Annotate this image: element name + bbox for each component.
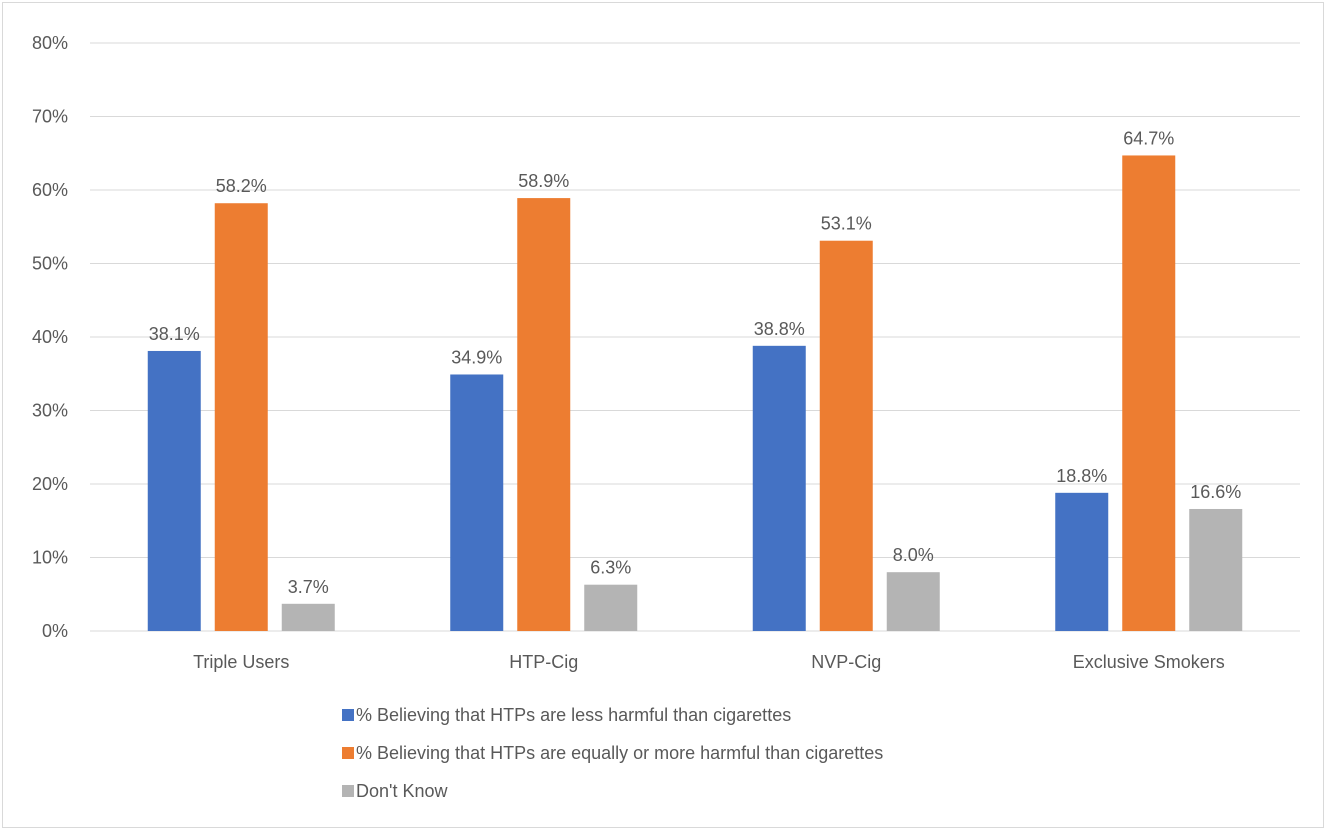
bar [214,203,268,632]
y-tick-label: 20% [32,474,68,494]
category-label: NVP-Cig [811,652,881,672]
bar [1122,155,1176,631]
bar [752,345,806,631]
data-label: 64.7% [1123,128,1174,148]
bar [1055,492,1109,631]
data-label: 6.3% [590,558,631,578]
data-label: 38.8% [754,319,805,339]
data-label: 16.6% [1190,482,1241,502]
category-label: Exclusive Smokers [1073,652,1225,672]
y-axis-ticks: 0% 10% 20% 30% 40% 50% 60% 70% 80% [32,33,68,641]
data-labels: 38.1% 58.2% 3.7% 34.9% 58.9% 6.3% 38.8% 53.1% 8.… [149,128,1242,596]
y-tick-label: 60% [32,180,68,200]
category-label: HTP-Cig [509,652,578,672]
data-label: 3.7% [288,577,329,597]
y-tick-label: 80% [32,33,68,53]
data-label: 58.9% [518,171,569,191]
bars [147,155,1243,632]
gridlines [90,42,1300,632]
bar [819,240,873,631]
legend-label: Don't Know [356,781,448,801]
legend: % Believing that HTPs are less harmful t… [342,705,883,801]
legend-label: % Believing that HTPs are equally or mor… [356,743,883,763]
data-label: 38.1% [149,324,200,344]
y-tick-label: 0% [42,621,68,641]
data-label: 8.0% [893,545,934,565]
bar [1189,508,1243,631]
legend-swatch [342,747,354,759]
y-tick-label: 10% [32,548,68,568]
data-label: 58.2% [216,176,267,196]
data-label: 18.8% [1056,466,1107,486]
x-axis-categories: Triple Users HTP-Cig NVP-Cig Exclusive Smok… [193,652,1225,672]
bar [147,350,201,631]
y-tick-label: 30% [32,401,68,421]
y-tick-label: 50% [32,254,68,274]
bar [886,572,940,631]
bar [281,603,335,631]
y-tick-label: 40% [32,327,68,347]
bar [517,198,571,631]
y-tick-label: 70% [32,107,68,127]
category-label: Triple Users [193,652,289,672]
data-label: 34.9% [451,347,502,367]
bar [584,584,638,631]
legend-swatch [342,785,354,797]
legend-swatch [342,709,354,721]
bar [450,374,504,631]
legend-label: % Believing that HTPs are less harmful t… [356,705,791,725]
data-label: 53.1% [821,214,872,234]
